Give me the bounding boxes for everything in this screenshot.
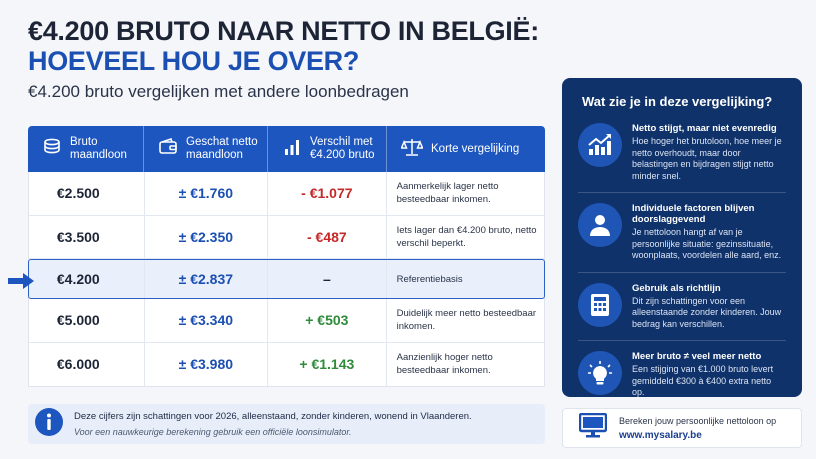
wallet-icon bbox=[158, 137, 178, 161]
cell-netto: ± €2.837 bbox=[145, 260, 269, 298]
cell-verschil: + €503 bbox=[268, 299, 387, 342]
panel-item-text: Dit zijn schattingen voor een alleenstaa… bbox=[632, 295, 782, 329]
cell-bruto: €6.000 bbox=[29, 342, 145, 386]
column-header-vergelijking: Korte vergelijking bbox=[387, 126, 545, 172]
scale-icon bbox=[400, 137, 424, 161]
card-text: Bereken jouw persoonlijke nettoloon op bbox=[619, 415, 777, 426]
info-note: Voor een nauwkeurige berekening gebruik … bbox=[74, 427, 352, 437]
cell-verschil: - €487 bbox=[268, 215, 387, 258]
website-link[interactable]: www.mysalary.be bbox=[619, 429, 702, 441]
bar-chart-icon bbox=[282, 137, 302, 161]
info-icon bbox=[34, 407, 64, 442]
cell-bruto: €4.200 bbox=[29, 260, 145, 298]
cell-vergelijking: Duidelijk meer netto besteedbaar inkomen… bbox=[396, 308, 537, 333]
table-row: €2.500 ± €1.760 - €1.077 Aanmerkelijk la… bbox=[29, 172, 544, 216]
panel-item-title: Individuele factoren blijven doorslaggev… bbox=[632, 203, 755, 225]
cell-bruto: €3.500 bbox=[29, 215, 145, 258]
divider bbox=[578, 192, 786, 193]
cell-vergelijking: Iets lager dan €4.200 bruto, netto versc… bbox=[396, 224, 537, 249]
cell-netto: ± €3.340 bbox=[145, 299, 269, 342]
panel-item-title: Meer bruto ≠ veel meer netto bbox=[632, 351, 762, 362]
comparison-table: Bruto maandloon Geschat netto maandloon … bbox=[28, 126, 545, 387]
arrow-right-icon bbox=[8, 273, 34, 294]
lightbulb-icon bbox=[578, 351, 622, 395]
cell-bruto: €2.500 bbox=[29, 172, 145, 215]
explanation-panel: Wat zie je in deze vergelijking? Netto s… bbox=[562, 78, 802, 397]
cell-bruto: €5.000 bbox=[29, 299, 145, 342]
panel-item-text: Je nettoloon hangt af van je persoonlijk… bbox=[632, 227, 782, 260]
cell-vergelijking: Referentiebasis bbox=[396, 273, 463, 285]
table-body: €2.500 ± €1.760 - €1.077 Aanmerkelijk la… bbox=[28, 172, 545, 387]
cell-netto: ± €3.980 bbox=[145, 342, 269, 386]
monitor-icon bbox=[578, 412, 608, 444]
cell-verschil: - €1.077 bbox=[268, 172, 387, 215]
coins-icon bbox=[42, 137, 62, 161]
info-bar: Deze cijfers zijn schattingen voor 2026,… bbox=[28, 404, 545, 444]
info-text: Deze cijfers zijn schattingen voor 2026,… bbox=[74, 411, 472, 422]
divider bbox=[578, 271, 786, 273]
panel-item-text: Een stijging van €1.000 bruto levert gem… bbox=[632, 364, 774, 397]
panel-item: Meer bruto ≠ veel meer netto Een stijgin… bbox=[578, 351, 786, 399]
cell-netto: ± €2.350 bbox=[145, 215, 269, 258]
column-header-label: Bruto maandloon bbox=[70, 136, 127, 161]
table-row: €6.000 ± €3.980 + €1.143 Aanzienlijk hog… bbox=[29, 342, 544, 386]
table-header: Bruto maandloon Geschat netto maandloon … bbox=[28, 126, 545, 172]
panel-item-title: Netto stijgt, maar niet evenredig bbox=[632, 123, 777, 134]
cell-verschil: – bbox=[268, 260, 387, 298]
table-row: €5.000 ± €3.340 + €503 Duidelijk meer ne… bbox=[29, 299, 544, 343]
panel-title: Wat zie je in deze vergelijking? bbox=[582, 94, 773, 109]
trend-up-icon bbox=[578, 123, 622, 167]
person-icon bbox=[578, 203, 622, 247]
column-header-verschil: Verschil met €4.200 bruto bbox=[268, 126, 387, 172]
panel-item-title: Gebruik als richtlijn bbox=[632, 282, 721, 294]
column-header-bruto: Bruto maandloon bbox=[28, 126, 144, 172]
cell-verschil: + €1.143 bbox=[268, 342, 387, 386]
column-header-netto: Geschat netto maandloon bbox=[144, 126, 268, 172]
calculator-icon bbox=[578, 282, 622, 327]
column-header-label: Korte vergelijking bbox=[431, 142, 520, 155]
column-header-label: Geschat netto maandloon bbox=[186, 136, 258, 161]
panel-item: Individuele factoren blijven doorslaggev… bbox=[578, 203, 786, 262]
cell-vergelijking: Aanmerkelijk lager netto besteedbaar ink… bbox=[396, 181, 499, 206]
table-row: €3.500 ± €2.350 - €487 Iets lager dan €4… bbox=[29, 215, 544, 259]
page-title-line1: €4.200 BRUTO NAAR NETTO IN BELGIË: bbox=[28, 16, 539, 46]
divider bbox=[578, 340, 786, 341]
table-row-reference: €4.200 ± €2.837 – Referentiebasis bbox=[28, 259, 545, 299]
panel-item: Netto stijgt, maar niet evenredig Hoe ho… bbox=[578, 123, 786, 182]
page-subtitle: €4.200 bruto vergelijken met andere loon… bbox=[28, 82, 409, 101]
simulator-link-card[interactable]: Bereken jouw persoonlijke nettoloon op w… bbox=[562, 408, 802, 448]
page-title-line2: HOEVEEL HOU JE OVER? bbox=[28, 46, 360, 76]
cell-vergelijking: Aanzienlijk hoger netto besteedbaar inko… bbox=[396, 352, 493, 377]
cell-netto: ± €1.760 bbox=[145, 172, 269, 215]
column-header-label: Verschil met €4.200 bruto bbox=[310, 136, 375, 161]
panel-item-text: Hoe hoger het brutoloon, hoe meer je net… bbox=[632, 136, 782, 181]
panel-item: Gebruik als richtlijn Dit zijn schatting… bbox=[578, 282, 786, 331]
